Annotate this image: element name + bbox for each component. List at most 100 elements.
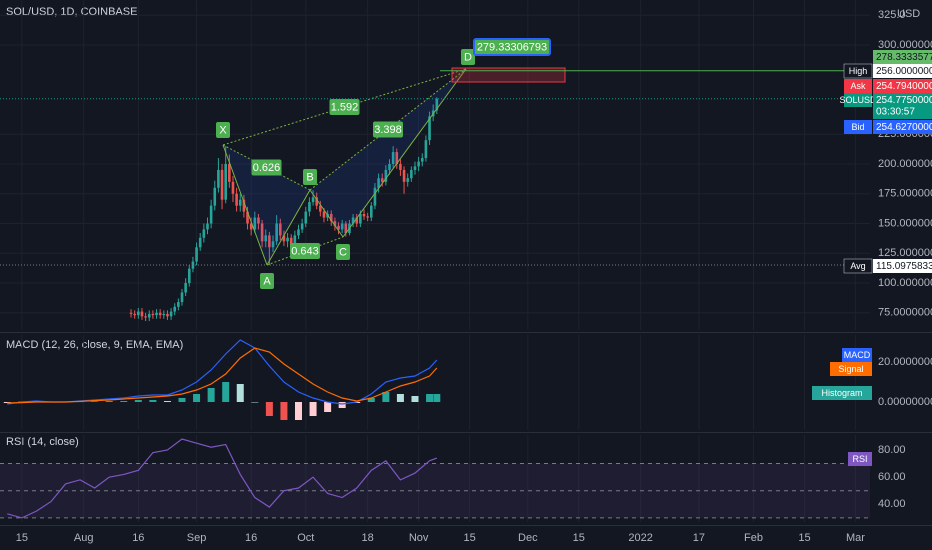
x-tick-label: 18 — [362, 532, 374, 544]
candle-body — [333, 221, 337, 226]
histogram-bar — [396, 394, 404, 402]
x-tick-label: Dec — [518, 532, 538, 544]
histogram-bar — [222, 382, 230, 402]
candle-body — [253, 217, 257, 230]
x-tick-label: Oct — [297, 532, 314, 544]
legend-label: Signal — [838, 364, 863, 374]
pattern-ratio: 3.398 — [374, 124, 402, 136]
y-tick-label: 200.00000000 — [878, 158, 932, 170]
x-tick-label: 15 — [463, 532, 475, 544]
candle-body — [147, 313, 151, 318]
candle-body — [202, 229, 206, 238]
candle-body — [271, 241, 275, 248]
legend-box — [812, 386, 872, 400]
x-tick-label: Nov — [409, 532, 429, 544]
pattern-point-box — [336, 244, 350, 260]
histogram-bar — [367, 398, 375, 402]
pattern-ratio-box — [373, 121, 403, 138]
tag-value: 254.62700000 — [876, 122, 932, 133]
tag-value-box — [873, 50, 932, 64]
histogram-bar — [411, 396, 419, 402]
x-tick-label: 17 — [693, 532, 705, 544]
candle-body — [275, 223, 278, 242]
pattern-ratio-line — [222, 68, 467, 146]
tag-name-box — [843, 258, 873, 274]
tag-name-box — [843, 63, 873, 79]
histogram-bar — [105, 401, 113, 402]
candle-body — [282, 235, 286, 242]
y-tick-label: 325.0 — [878, 9, 906, 21]
candle-body — [144, 316, 147, 318]
candle-body — [329, 213, 333, 222]
candle-body — [413, 166, 417, 170]
candle-body — [417, 161, 420, 167]
candle-body — [366, 216, 369, 218]
candle-body — [242, 199, 246, 212]
candle-body — [406, 178, 409, 182]
y-tick-label: 150.00000000 — [878, 217, 932, 229]
x-tick-label: Sep — [187, 532, 207, 544]
histogram-bar — [163, 401, 171, 402]
candle-body — [140, 311, 144, 317]
candle-body — [173, 306, 177, 312]
candle-body — [177, 302, 180, 307]
tag-name: Ask — [850, 81, 866, 91]
candle-body — [308, 202, 311, 212]
x-tick-label: 2022 — [628, 532, 652, 544]
tag-value-box — [873, 64, 932, 78]
tag-value: 256.00000000 — [876, 66, 932, 77]
tag-name: High — [849, 66, 868, 76]
histogram-bar — [178, 398, 186, 402]
histogram-bar — [193, 394, 201, 402]
pattern-ratio-box — [290, 243, 320, 259]
tag-name: Avg — [850, 261, 865, 271]
histogram-bar — [120, 401, 128, 402]
candle-body — [388, 163, 391, 170]
candle-body — [187, 268, 191, 283]
y-tick-label: 175.00000000 — [878, 188, 932, 200]
pattern-point: A — [263, 275, 271, 287]
series-line — [7, 347, 438, 404]
histogram-bar — [236, 384, 244, 402]
y-tick-label: 40.00 — [878, 498, 906, 510]
x-tick-label: Feb — [744, 532, 763, 544]
x-tick-label: 15 — [573, 532, 585, 544]
candle-body — [151, 313, 155, 316]
pattern-leg — [266, 189, 311, 266]
candle-body — [235, 193, 238, 206]
legend-label: RSI — [852, 454, 867, 464]
candle-body — [133, 313, 136, 316]
tag-name-box — [844, 120, 872, 134]
candle-body — [293, 235, 297, 245]
y-tick-label: 80.00 — [878, 444, 906, 456]
candle-body — [391, 152, 395, 164]
candle-body — [420, 158, 424, 162]
y-tick-label: 20.00000000 — [878, 356, 932, 368]
candle-body — [278, 223, 282, 236]
tag-name-box — [844, 93, 872, 107]
pattern-ratio: 0.626 — [253, 162, 281, 174]
candle-body — [213, 187, 217, 206]
candle-body — [260, 223, 264, 242]
candle-body — [206, 223, 209, 230]
x-tick-label: Aug — [74, 532, 94, 544]
pattern-target: 279.33306793 — [477, 41, 547, 53]
candle-body — [220, 169, 224, 200]
candle-body — [155, 312, 158, 316]
pattern-target-box — [473, 38, 551, 56]
candle-body — [359, 213, 362, 224]
tag-value-box — [873, 120, 932, 134]
candle-body — [410, 169, 413, 179]
candle-body — [217, 169, 220, 188]
candle-body — [402, 169, 406, 182]
pattern-fill — [310, 69, 466, 237]
candle-body — [198, 237, 202, 248]
candle-body — [286, 237, 289, 242]
tag-value: 254.79400000 — [876, 81, 932, 92]
candle-body — [322, 211, 326, 218]
candle-body — [289, 237, 293, 245]
histogram-bar — [382, 392, 390, 402]
pattern-ratio-line — [309, 68, 467, 191]
